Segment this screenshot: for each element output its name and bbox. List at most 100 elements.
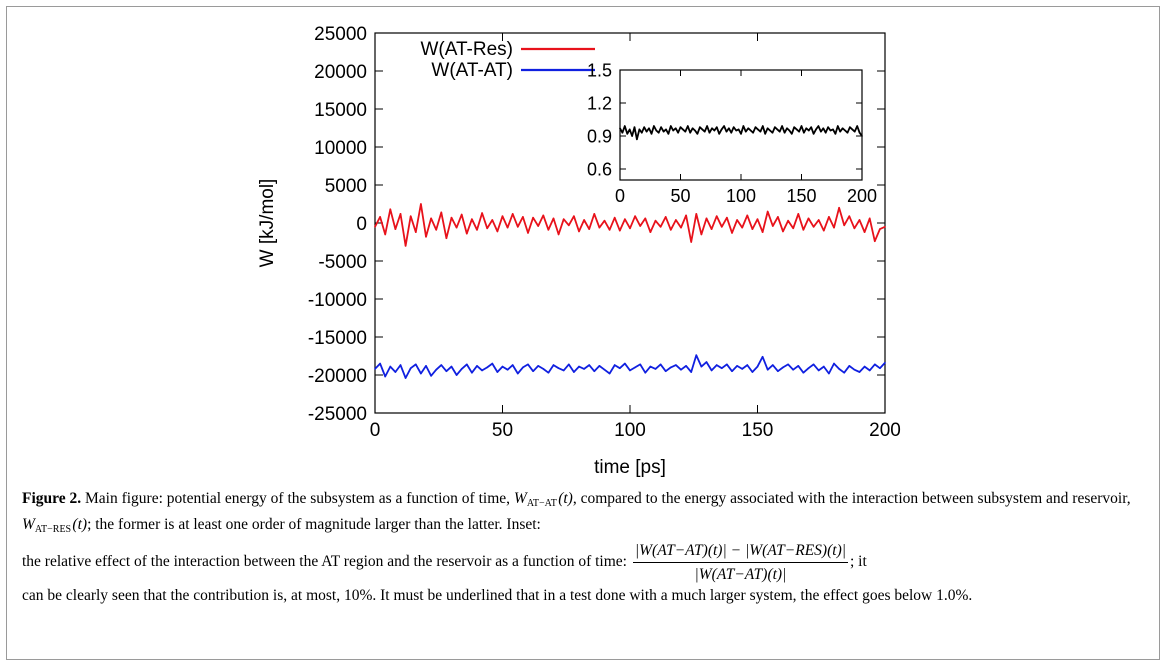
inset-series-0-point-95 xyxy=(849,126,851,128)
inset-series-0-point-18 xyxy=(662,130,665,133)
main-series-1-point-9 xyxy=(420,372,422,375)
inset-x-tick-label-4: 200 xyxy=(847,186,877,206)
main-series-1-point-82 xyxy=(792,368,794,371)
main-series-1-point-13 xyxy=(440,364,443,366)
main-series-1-point-48 xyxy=(619,367,621,370)
caption-math-w-atat: WAT−AT (t) xyxy=(513,490,573,509)
inset-series-0-point-13 xyxy=(650,133,653,135)
inset-series-0-point-17 xyxy=(660,126,662,128)
main-series-0-point-20 xyxy=(476,229,478,231)
main-series-1-point-35 xyxy=(552,364,555,366)
main-y-tick-label-2: -15000 xyxy=(308,328,367,349)
main-series-1-point-55 xyxy=(654,368,657,370)
inset-series-0-point-39 xyxy=(713,129,716,132)
main-series-1-point-79 xyxy=(777,370,779,373)
main-series-1-point-56 xyxy=(659,363,662,366)
main-series-0-point-67 xyxy=(715,215,718,217)
main-series-1-point-10 xyxy=(425,365,427,367)
caption-fraction-denominator: |W(AT−AT)(t)| xyxy=(694,566,787,583)
main-series-0-point-51 xyxy=(634,215,636,217)
main-x-tick-label-1: 50 xyxy=(492,420,513,441)
main-series-1-point-2 xyxy=(384,375,387,378)
main-series-0-point-57 xyxy=(664,216,667,218)
inset-series-0-point-71 xyxy=(791,133,793,135)
main-series-0-point-98 xyxy=(874,240,876,242)
inset-series-0-point-85 xyxy=(824,131,827,134)
main-series-1-point-26 xyxy=(506,368,509,371)
inset-series-0-point-49 xyxy=(737,128,740,131)
main-series-0-point-34 xyxy=(547,229,550,231)
main-series-1-point-41 xyxy=(583,368,585,370)
main-series-1-point-97 xyxy=(868,369,871,372)
main-series-1-point-42 xyxy=(588,364,590,366)
main-series-1-point-37 xyxy=(562,369,565,372)
inset-series-0-point-51 xyxy=(742,125,745,127)
inset-series-0-point-14 xyxy=(653,125,655,127)
main-series-1-point-89 xyxy=(828,372,830,375)
inset-series-0-point-52 xyxy=(745,130,747,133)
inset-series-0-point-84 xyxy=(822,127,825,130)
inset-series-0-point-50 xyxy=(740,133,742,135)
inset-series-0-point-21 xyxy=(670,125,672,127)
main-y-tick-label-8: 15000 xyxy=(314,100,367,121)
inset-series-0-point-58 xyxy=(759,130,762,133)
inset-series-0-point-3 xyxy=(626,133,629,135)
caption-text-2: , compared to the energy associated with… xyxy=(572,490,1131,507)
inset-series-0-point-43 xyxy=(723,125,725,127)
inset-series-0-point-67 xyxy=(781,125,783,127)
inset-series-0-point-77 xyxy=(805,127,808,130)
inset-series-0-point-40 xyxy=(716,126,718,128)
caption-fraction-numerator: |W(AT−AT)(t)| − |W(AT−RES)(t)| xyxy=(632,540,848,563)
main-series-0-point-17 xyxy=(460,213,463,216)
y-axis-label: W [kJ/mol] xyxy=(257,179,278,268)
main-series-1-point-24 xyxy=(496,371,499,373)
main-series-1-point-15 xyxy=(450,365,453,368)
inset-y-tick-label-3: 1.5 xyxy=(587,60,612,80)
main-series-1-point-87 xyxy=(817,369,820,372)
main-series-0-point-85 xyxy=(807,217,810,220)
inset-axis-ticks: 0 50 100 150 200 0.6 0.9 1.2 1.5 xyxy=(587,60,877,206)
main-y-tick-label-9: 20000 xyxy=(314,62,367,83)
main-series-1-point-66 xyxy=(710,369,713,372)
main-series-0-point-32 xyxy=(537,225,539,227)
main-series-1-point-46 xyxy=(608,372,611,375)
main-series-1-point-43 xyxy=(593,370,596,373)
main-series-1-point-72 xyxy=(741,368,743,370)
inset-series-0-point-5 xyxy=(631,135,633,137)
main-series-0-point-54 xyxy=(649,231,652,233)
main-series-1-point-60 xyxy=(680,368,682,371)
inset-series-0-point-16 xyxy=(657,131,660,134)
inset-series-0-point-93 xyxy=(844,129,846,132)
inset-series-0-point-42 xyxy=(720,128,723,131)
main-series-0-point-16 xyxy=(455,226,458,229)
main-series-1-point-70 xyxy=(731,370,733,373)
inset-series-0-point-73 xyxy=(795,128,798,131)
main-series-0-point-75 xyxy=(756,218,759,220)
main-series-1-point-5 xyxy=(399,364,402,366)
inset-series-0-point-9 xyxy=(641,131,643,134)
main-series-1-point-52 xyxy=(639,363,641,366)
main-series-0-point-59 xyxy=(675,219,677,221)
main-series-0-point-2 xyxy=(384,233,387,236)
main-series-0-point-92 xyxy=(843,224,845,227)
main-series-0-point-100 xyxy=(884,226,886,228)
main-series-0-point-81 xyxy=(787,219,789,222)
main-series-0-point-41 xyxy=(583,219,585,221)
inset-series-0-point-28 xyxy=(687,125,689,127)
main-x-tick-label-0: 0 xyxy=(370,420,381,441)
main-series-1-point-23 xyxy=(491,362,494,365)
main-series-0-point-22 xyxy=(486,227,489,230)
main-series-0-point-23 xyxy=(491,219,494,221)
inset-series-0-point-34 xyxy=(701,128,704,131)
inset-series-0-point-0 xyxy=(619,127,621,130)
main-series-1-point-32 xyxy=(537,365,539,367)
inset-series-0-point-79 xyxy=(810,126,812,128)
inset-series-0-point-91 xyxy=(839,130,841,133)
main-series-group xyxy=(374,203,886,379)
main-series-1-point-21 xyxy=(481,369,483,372)
main-series-0-point-74 xyxy=(751,228,754,230)
main-series-0-point-96 xyxy=(863,231,866,233)
main-series-0-point-64 xyxy=(700,233,703,236)
caption-fraction: |W(AT−AT)(t)| − |W(AT−RES)(t)| |W(AT−AT)(… xyxy=(632,540,848,585)
main-series-0-point-62 xyxy=(690,241,692,243)
